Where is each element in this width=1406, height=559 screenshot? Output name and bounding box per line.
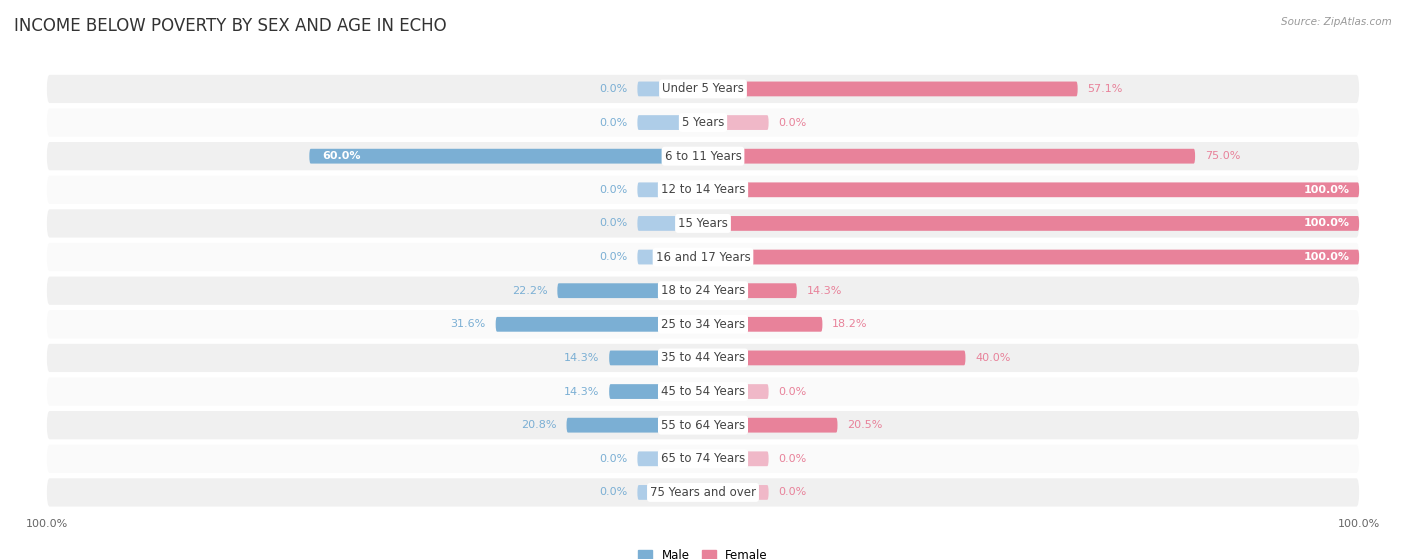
Text: 75.0%: 75.0%: [1205, 151, 1240, 161]
FancyBboxPatch shape: [309, 149, 703, 164]
FancyBboxPatch shape: [567, 418, 703, 433]
FancyBboxPatch shape: [703, 317, 823, 331]
Text: 18.2%: 18.2%: [832, 319, 868, 329]
FancyBboxPatch shape: [637, 452, 703, 466]
Text: 57.1%: 57.1%: [1087, 84, 1123, 94]
FancyBboxPatch shape: [46, 479, 1360, 506]
Text: 16 and 17 Years: 16 and 17 Years: [655, 250, 751, 263]
FancyBboxPatch shape: [703, 216, 1360, 231]
FancyBboxPatch shape: [703, 182, 1360, 197]
Text: 55 to 64 Years: 55 to 64 Years: [661, 419, 745, 432]
Text: 35 to 44 Years: 35 to 44 Years: [661, 352, 745, 364]
Text: 22.2%: 22.2%: [512, 286, 547, 296]
Text: 5 Years: 5 Years: [682, 116, 724, 129]
FancyBboxPatch shape: [703, 283, 797, 298]
Text: 14.3%: 14.3%: [564, 387, 599, 396]
Text: 100.0%: 100.0%: [1303, 185, 1350, 195]
Text: Under 5 Years: Under 5 Years: [662, 82, 744, 96]
FancyBboxPatch shape: [703, 485, 769, 500]
FancyBboxPatch shape: [46, 411, 1360, 439]
FancyBboxPatch shape: [637, 216, 703, 231]
FancyBboxPatch shape: [46, 142, 1360, 170]
Text: 65 to 74 Years: 65 to 74 Years: [661, 452, 745, 465]
FancyBboxPatch shape: [703, 149, 1195, 164]
Text: 15 Years: 15 Years: [678, 217, 728, 230]
Text: 0.0%: 0.0%: [779, 487, 807, 498]
FancyBboxPatch shape: [46, 444, 1360, 473]
FancyBboxPatch shape: [557, 283, 703, 298]
Text: 45 to 54 Years: 45 to 54 Years: [661, 385, 745, 398]
Text: 6 to 11 Years: 6 to 11 Years: [665, 150, 741, 163]
Text: 20.8%: 20.8%: [522, 420, 557, 430]
FancyBboxPatch shape: [703, 384, 769, 399]
Text: 0.0%: 0.0%: [779, 387, 807, 396]
Text: 25 to 34 Years: 25 to 34 Years: [661, 318, 745, 331]
FancyBboxPatch shape: [637, 182, 703, 197]
FancyBboxPatch shape: [637, 115, 703, 130]
FancyBboxPatch shape: [637, 250, 703, 264]
Text: 100.0%: 100.0%: [1303, 252, 1350, 262]
Text: 0.0%: 0.0%: [779, 117, 807, 127]
Text: 0.0%: 0.0%: [599, 84, 627, 94]
Text: 60.0%: 60.0%: [322, 151, 361, 161]
FancyBboxPatch shape: [703, 452, 769, 466]
FancyBboxPatch shape: [637, 82, 703, 96]
Text: 31.6%: 31.6%: [450, 319, 486, 329]
Text: 0.0%: 0.0%: [599, 117, 627, 127]
FancyBboxPatch shape: [637, 485, 703, 500]
FancyBboxPatch shape: [703, 82, 1077, 96]
Text: 100.0%: 100.0%: [1303, 219, 1350, 229]
Text: 40.0%: 40.0%: [976, 353, 1011, 363]
Legend: Male, Female: Male, Female: [634, 544, 772, 559]
FancyBboxPatch shape: [46, 344, 1360, 372]
Text: 0.0%: 0.0%: [599, 454, 627, 464]
FancyBboxPatch shape: [496, 317, 703, 331]
FancyBboxPatch shape: [46, 243, 1360, 271]
FancyBboxPatch shape: [46, 209, 1360, 238]
FancyBboxPatch shape: [46, 277, 1360, 305]
Text: 18 to 24 Years: 18 to 24 Years: [661, 284, 745, 297]
FancyBboxPatch shape: [46, 377, 1360, 406]
Text: 14.3%: 14.3%: [564, 353, 599, 363]
FancyBboxPatch shape: [46, 176, 1360, 204]
FancyBboxPatch shape: [703, 350, 966, 366]
Text: 20.5%: 20.5%: [848, 420, 883, 430]
Text: Source: ZipAtlas.com: Source: ZipAtlas.com: [1281, 17, 1392, 27]
Text: INCOME BELOW POVERTY BY SEX AND AGE IN ECHO: INCOME BELOW POVERTY BY SEX AND AGE IN E…: [14, 17, 447, 35]
Text: 12 to 14 Years: 12 to 14 Years: [661, 183, 745, 196]
Text: 75 Years and over: 75 Years and over: [650, 486, 756, 499]
Text: 0.0%: 0.0%: [599, 252, 627, 262]
FancyBboxPatch shape: [703, 418, 838, 433]
Text: 0.0%: 0.0%: [599, 487, 627, 498]
FancyBboxPatch shape: [703, 115, 769, 130]
FancyBboxPatch shape: [46, 310, 1360, 338]
Text: 14.3%: 14.3%: [807, 286, 842, 296]
Text: 0.0%: 0.0%: [599, 219, 627, 229]
Text: 0.0%: 0.0%: [599, 185, 627, 195]
FancyBboxPatch shape: [609, 384, 703, 399]
FancyBboxPatch shape: [703, 250, 1360, 264]
FancyBboxPatch shape: [609, 350, 703, 366]
FancyBboxPatch shape: [46, 108, 1360, 137]
Text: 0.0%: 0.0%: [779, 454, 807, 464]
FancyBboxPatch shape: [46, 75, 1360, 103]
